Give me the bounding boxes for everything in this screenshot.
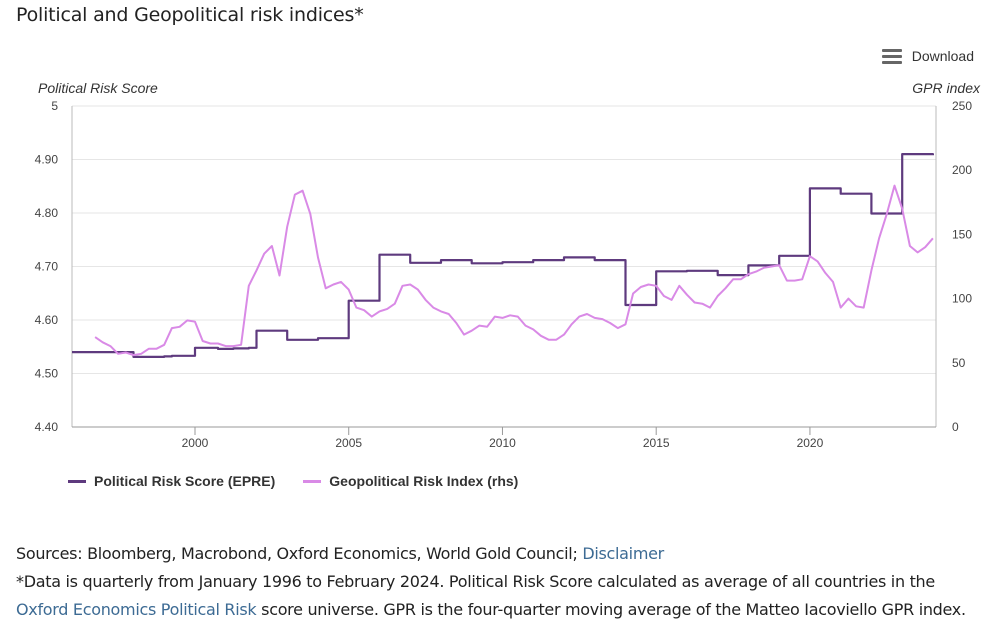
y2-tick-label: 150 (952, 227, 972, 241)
y2-tick-label: 100 (952, 292, 972, 306)
universe-note-text: score universe. GPR is the four-quarter … (256, 600, 966, 619)
y-tick-label: 4.50 (35, 367, 59, 381)
series-geopolitical-risk-line (94, 184, 934, 357)
chart-area: 4.404.504.604.704.804.905050100150200250… (35, 99, 973, 450)
sources-text: Sources: Bloomberg, Macrobond, Oxford Ec… (16, 544, 583, 563)
chart-notes: Sources: Bloomberg, Macrobond, Oxford Ec… (16, 540, 966, 624)
right-axis-title: GPR index (912, 80, 980, 96)
y-tick-label: 4.40 (35, 420, 59, 434)
download-label: Download (911, 48, 974, 64)
x-tick-label: 2005 (335, 436, 362, 450)
tick-labels: 4.404.504.604.704.804.905050100150200250… (35, 99, 973, 450)
x-tick-label: 2000 (182, 436, 209, 450)
x-tick-label: 2020 (797, 436, 824, 450)
legend-swatch-geopolitical-risk (303, 479, 322, 483)
series-political-risk-line (72, 153, 934, 358)
y-tick-label: 4.80 (35, 206, 59, 220)
left-axis-title: Political Risk Score (38, 80, 158, 96)
y2-tick-label: 250 (952, 99, 972, 113)
legend-label-geopolitical-risk: Geopolitical Risk Index (rhs) (329, 473, 519, 489)
oxford-economics-link[interactable]: Oxford Economics Political Risk (16, 600, 257, 619)
gridlines (72, 105, 936, 374)
legend-item-political-risk[interactable]: Political Risk Score (EPRE) (68, 473, 275, 489)
x-tick-label: 2010 (489, 436, 516, 450)
legend-swatch-political-risk (68, 479, 86, 483)
legend-label-political-risk: Political Risk Score (EPRE) (94, 473, 276, 489)
universe-note-line: Oxford Economics Political Risk score un… (16, 596, 966, 624)
axes (71, 106, 937, 435)
menu-icon (881, 48, 902, 64)
y-tick-label: 4.90 (35, 153, 59, 167)
x-tick-label: 2015 (643, 436, 670, 450)
y-tick-label: 4.70 (35, 260, 59, 274)
download-button[interactable]: Download (881, 48, 974, 64)
y-tick-label: 4.60 (35, 313, 59, 327)
data-note-line: *Data is quarterly from January 1996 to … (16, 572, 935, 591)
y2-tick-label: 50 (952, 356, 966, 370)
series (72, 153, 934, 358)
legend-item-geopolitical-risk[interactable]: Geopolitical Risk Index (rhs) (303, 473, 518, 489)
disclaimer-link[interactable]: Disclaimer (582, 544, 664, 563)
y2-tick-label: 0 (952, 420, 959, 434)
y2-tick-label: 200 (952, 163, 972, 177)
legend: Political Risk Score (EPRE) Geopolitical… (68, 473, 518, 489)
y-tick-label: 5 (51, 99, 58, 113)
sources-line: Sources: Bloomberg, Macrobond, Oxford Ec… (16, 540, 966, 568)
chart-title: Political and Geopolitical risk indices* (16, 4, 364, 26)
